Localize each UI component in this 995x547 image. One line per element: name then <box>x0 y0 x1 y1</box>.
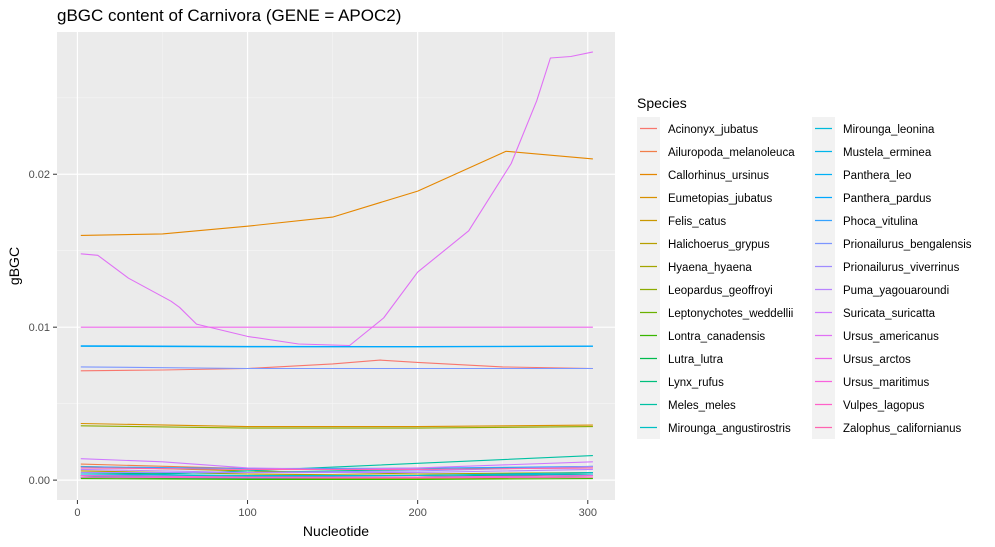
legend-item: Acinonyx_jubatus <box>637 117 758 140</box>
legend: Species Acinonyx_jubatus Ailuropoda_melan… <box>637 95 972 439</box>
legend-item: Mirounga_angustirostris <box>637 416 791 439</box>
legend-label: Lutra_lutra <box>668 354 724 366</box>
y-tick-label: 0.01 <box>29 322 50 334</box>
legend-item: Prionailurus_bengalensis <box>812 232 972 255</box>
legend-label: Leopardus_geoffroyi <box>668 285 773 297</box>
legend-label: Hyaena_hyaena <box>668 262 752 274</box>
legend-label: Prionailurus_bengalensis <box>843 239 972 251</box>
legend-label: Halichoerus_grypus <box>668 239 770 251</box>
series-line-phoca-vitulina <box>80 465 593 470</box>
legend-label: Ailuropoda_melanoleuca <box>668 147 795 159</box>
legend-item: Panthera_pardus <box>812 186 931 209</box>
series-line-mirounga-leonina <box>80 473 593 477</box>
series-line-vulpes-lagopus <box>80 476 593 479</box>
series-line-lynx-rufus <box>80 465 593 475</box>
legend-label: Eumetopias_jubatus <box>668 193 772 205</box>
legend-label: Phoca_vitulina <box>843 216 918 228</box>
minor-gridlines <box>57 32 615 500</box>
legend-label: Mirounga_angustirostris <box>668 423 791 435</box>
legend-label: Zalophus_californianus <box>843 423 962 435</box>
legend-item: Ursus_maritimus <box>812 370 930 393</box>
series-line-puma-yagouaroundi <box>80 468 593 474</box>
series-line-leopardus-geoffroyi <box>80 425 593 429</box>
legend-item: Vulpes_lagopus <box>812 393 925 416</box>
legend-item: Ailuropoda_melanoleuca <box>637 140 795 163</box>
legend-label: Ursus_maritimus <box>843 377 930 389</box>
legend-item: Felis_catus <box>637 209 726 232</box>
legend-label: Lontra_canadensis <box>668 331 765 343</box>
y-axis-label: gBGC <box>6 247 22 285</box>
legend-item: Suricata_suricatta <box>812 301 936 324</box>
legend-label: Ursus_americanus <box>843 331 939 343</box>
legend-item: Leptonychotes_weddellii <box>637 301 793 324</box>
legend-label: Panthera_pardus <box>843 193 931 205</box>
legend-item: Lontra_canadensis <box>637 324 765 347</box>
series-line-prionailurus-bengalensis <box>80 366 593 370</box>
series-line-panthera-pardus <box>80 345 593 348</box>
legend-item: Meles_meles <box>637 393 736 416</box>
legend-item: Lynx_rufus <box>637 370 724 393</box>
legend-label: Prionailurus_viverrinus <box>843 262 960 274</box>
legend-label: Ursus_arctos <box>843 354 911 366</box>
legend-label: Mustela_erminea <box>843 147 932 159</box>
legend-label: Leptonychotes_weddellii <box>668 308 793 320</box>
series-line-suricata-suricatta <box>80 458 593 470</box>
legend-label: Felis_catus <box>668 216 726 228</box>
x-tick-label: 0 <box>74 507 80 519</box>
x-tick-label: 200 <box>408 507 426 519</box>
legend-item: Mustela_erminea <box>812 140 932 163</box>
legend-item: Callorhinus_ursinus <box>637 163 769 186</box>
x-tick-label: 100 <box>238 507 256 519</box>
series-lines <box>80 51 594 480</box>
series-line-lontra-canadensis <box>80 478 593 480</box>
series-line-eumetopias-jubatus <box>80 422 593 428</box>
legend-item: Zalophus_californianus <box>812 416 962 439</box>
legend-label: Lynx_rufus <box>668 377 724 389</box>
series-line-ursus-maritimus <box>80 474 593 478</box>
y-tick-label: 0.00 <box>29 475 50 487</box>
legend-item: Prionailurus_viverrinus <box>812 255 960 278</box>
legend-item: Ursus_arctos <box>812 347 911 370</box>
legend-label: Panthera_leo <box>843 170 911 182</box>
legend-label: Callorhinus_ursinus <box>668 170 769 182</box>
legend-item: Halichoerus_grypus <box>637 232 770 255</box>
legend-item: Leopardus_geoffroyi <box>637 278 773 301</box>
legend-item: Phoca_vitulina <box>812 209 918 232</box>
legend-item: Hyaena_hyaena <box>637 255 752 278</box>
series-line-acinonyx-jubatus <box>80 359 593 372</box>
series-line-zalophus-californianus <box>80 467 593 470</box>
series-line-meles-meles <box>80 455 593 478</box>
y-tick-label: 0.02 <box>29 169 50 181</box>
axis-ticks: 0 100 200 300 0.00 0.01 0.02 <box>29 169 597 519</box>
legend-item: Lutra_lutra <box>637 347 724 370</box>
plot-panel <box>57 32 615 500</box>
legend-item: Mirounga_leonina <box>812 117 935 140</box>
series-line-ursus-americanus <box>80 51 594 347</box>
legend-label: Meles_meles <box>668 400 736 412</box>
legend-label: Puma_yagouaroundi <box>843 285 949 297</box>
chart-title: gBGC content of Carnivora (GENE = APOC2) <box>57 6 401 25</box>
legend-label: Suricata_suricatta <box>843 308 936 320</box>
legend-item: Eumetopias_jubatus <box>637 186 772 209</box>
x-tick-label: 300 <box>579 507 597 519</box>
legend-label: Acinonyx_jubatus <box>668 124 758 136</box>
legend-item: Panthera_leo <box>812 163 911 186</box>
legend-label: Vulpes_lagopus <box>843 400 925 412</box>
x-axis-label: Nucleotide <box>303 523 369 539</box>
series-line-callorhinus-ursinus <box>80 150 593 236</box>
legend-title: Species <box>637 95 687 111</box>
legend-item: Ursus_americanus <box>812 324 939 347</box>
legend-item: Puma_yagouaroundi <box>812 278 949 301</box>
legend-label: Mirounga_leonina <box>843 124 935 136</box>
